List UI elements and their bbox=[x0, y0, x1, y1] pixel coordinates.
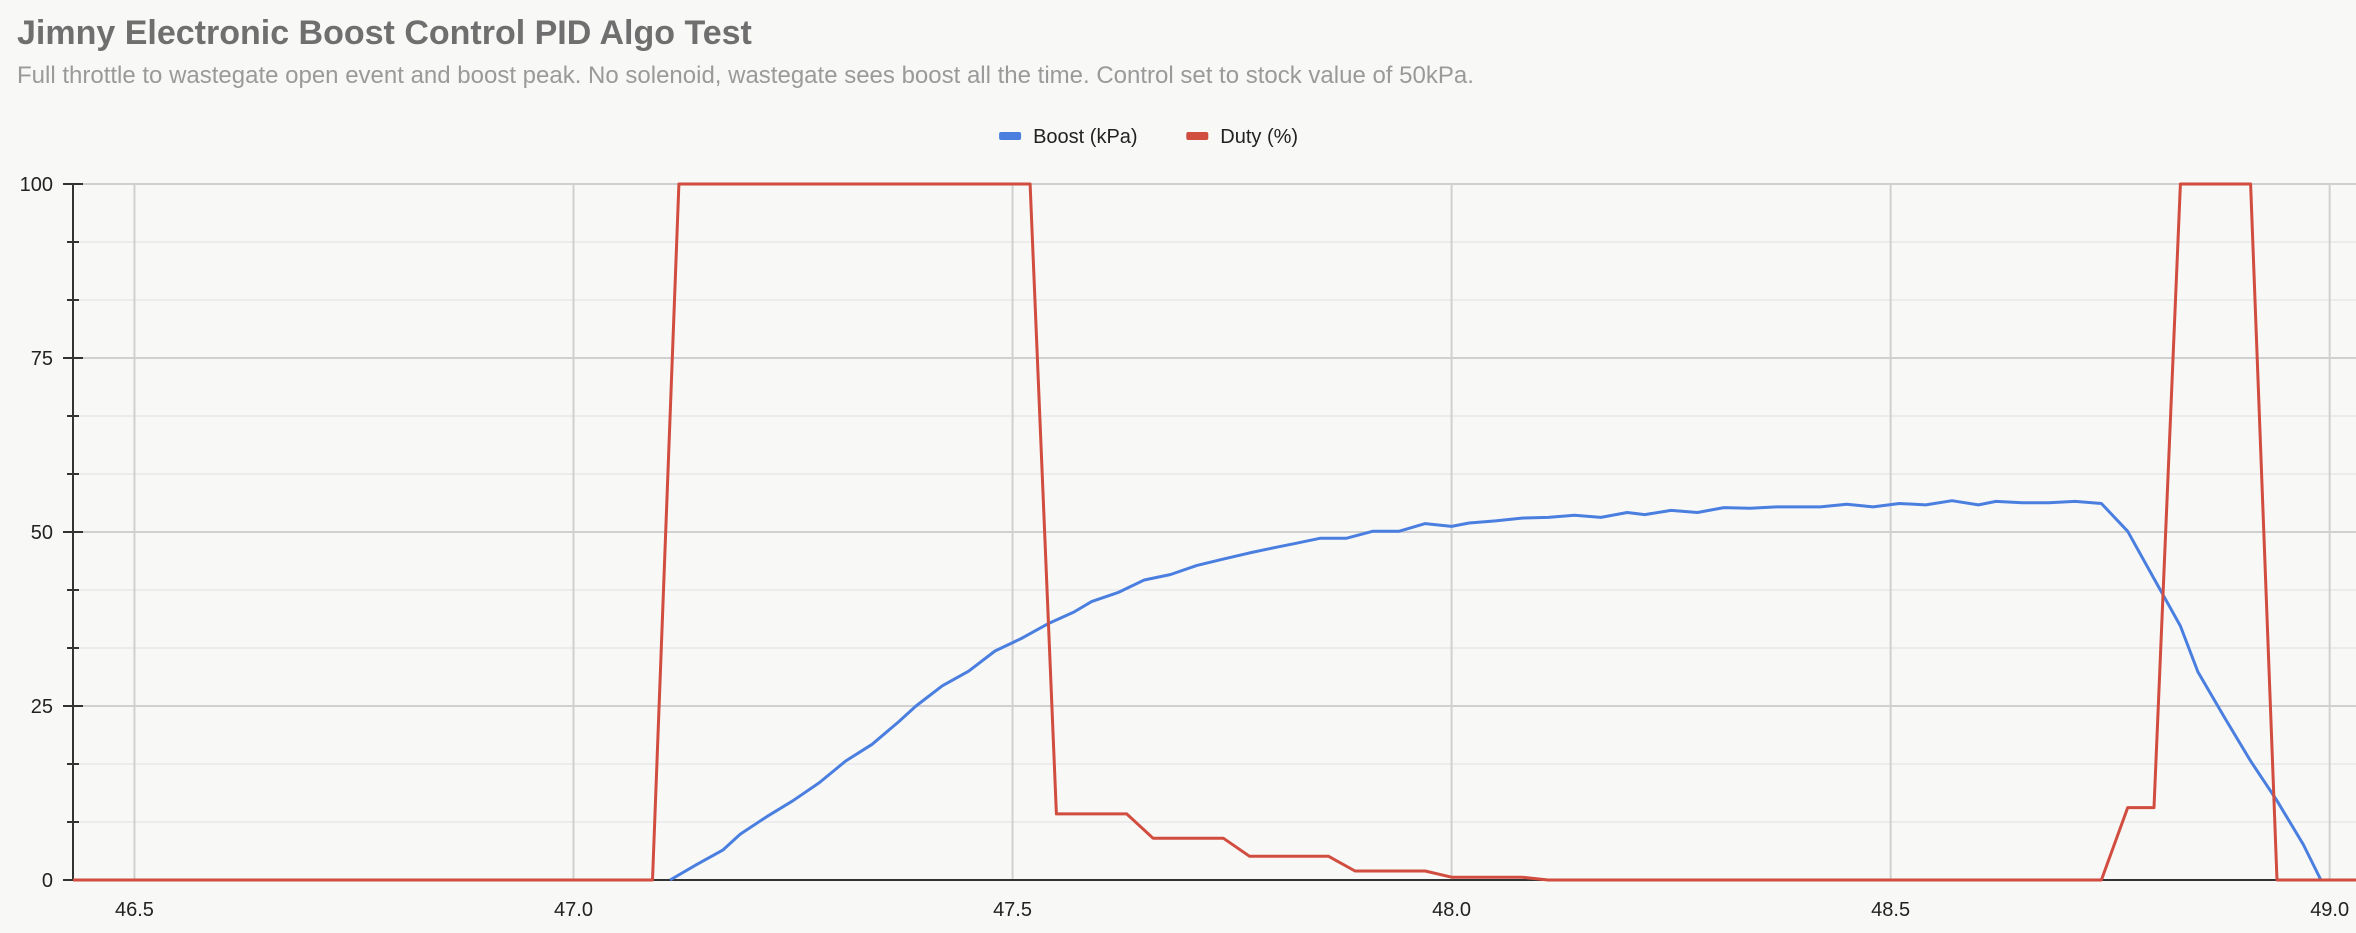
legend-swatch bbox=[1186, 132, 1209, 140]
y-tick-label: 25 bbox=[31, 696, 53, 718]
x-tick-label: 48.5 bbox=[1871, 899, 1910, 921]
legend-swatch bbox=[999, 132, 1022, 140]
grid-layer bbox=[73, 183, 2356, 881]
legend-item-boost[interactable]: Boost (kPa) bbox=[999, 126, 1138, 148]
axis-layer: 0 25 50 75 100 46.5 47.0 47.5 48.0 48.5 49.0 bbox=[20, 174, 2356, 921]
legend[interactable]: Boost (kPa) Duty (%) bbox=[999, 126, 1298, 148]
y-tick-label: 75 bbox=[31, 348, 53, 370]
series-line-duty bbox=[73, 182, 2356, 882]
x-tick-label: 47.0 bbox=[554, 899, 593, 921]
x-tick-label: 48.0 bbox=[1432, 899, 1471, 921]
y-tick-label: 100 bbox=[20, 174, 53, 196]
y-tick-label: 50 bbox=[31, 522, 53, 544]
chart-subtitle: Full throttle to wastegate open event an… bbox=[17, 62, 1474, 89]
chart-title: Jimny Electronic Boost Control PID Algo … bbox=[17, 14, 752, 52]
x-tick-label: 47.5 bbox=[993, 899, 1032, 921]
legend-label: Duty (%) bbox=[1220, 126, 1298, 148]
x-tick-label: 46.5 bbox=[115, 899, 154, 921]
series-layer bbox=[73, 182, 2356, 882]
x-tick-label: 49.0 bbox=[2310, 899, 2349, 921]
y-tick-label: 0 bbox=[42, 870, 53, 892]
legend-label: Boost (kPa) bbox=[1033, 126, 1137, 148]
legend-item-duty[interactable]: Duty (%) bbox=[1186, 126, 1298, 148]
series-line-boost bbox=[669, 499, 2356, 882]
